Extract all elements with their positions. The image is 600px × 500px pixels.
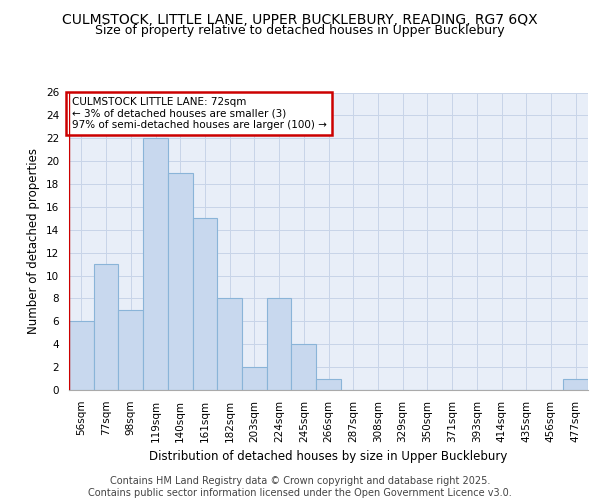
Bar	[292, 344, 316, 390]
Bar	[316, 378, 341, 390]
Bar	[242, 367, 267, 390]
Bar	[94, 264, 118, 390]
Bar	[193, 218, 217, 390]
Bar	[168, 172, 193, 390]
Bar	[118, 310, 143, 390]
Text: CULMSTOCK, LITTLE LANE, UPPER BUCKLEBURY, READING, RG7 6QX: CULMSTOCK, LITTLE LANE, UPPER BUCKLEBURY…	[62, 12, 538, 26]
Bar	[563, 378, 588, 390]
Bar	[267, 298, 292, 390]
Bar	[143, 138, 168, 390]
Bar	[69, 322, 94, 390]
X-axis label: Distribution of detached houses by size in Upper Bucklebury: Distribution of detached houses by size …	[149, 450, 508, 463]
Text: Size of property relative to detached houses in Upper Bucklebury: Size of property relative to detached ho…	[95, 24, 505, 37]
Bar	[217, 298, 242, 390]
Text: Contains HM Land Registry data © Crown copyright and database right 2025.
Contai: Contains HM Land Registry data © Crown c…	[88, 476, 512, 498]
Text: CULMSTOCK LITTLE LANE: 72sqm
← 3% of detached houses are smaller (3)
97% of semi: CULMSTOCK LITTLE LANE: 72sqm ← 3% of det…	[71, 97, 326, 130]
Y-axis label: Number of detached properties: Number of detached properties	[28, 148, 40, 334]
